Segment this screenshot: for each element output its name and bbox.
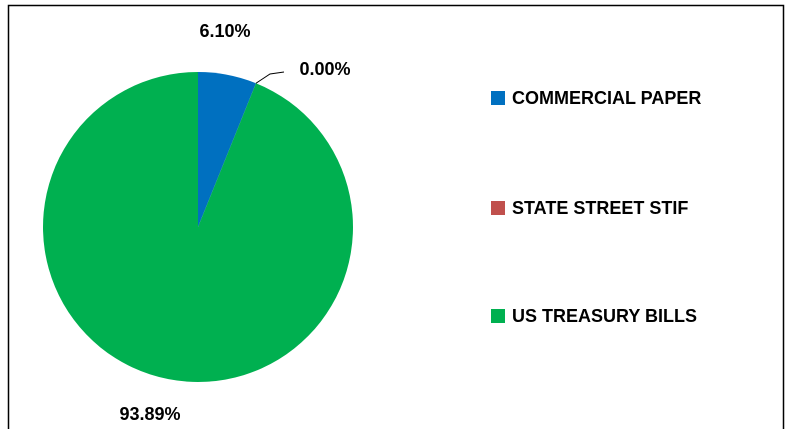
pie-slice bbox=[43, 72, 354, 382]
data-label: 6.10% bbox=[199, 21, 250, 41]
data-label: 93.89% bbox=[119, 404, 180, 424]
data-label: 0.00% bbox=[299, 59, 350, 79]
legend-swatch bbox=[491, 309, 505, 323]
legend-swatch bbox=[491, 91, 505, 105]
legend-label: COMMERCIAL PAPER bbox=[512, 88, 701, 108]
legend-label: US TREASURY BILLS bbox=[512, 306, 697, 326]
legend-label: STATE STREET STIF bbox=[512, 198, 688, 218]
leader-line bbox=[255, 71, 285, 84]
pie-slice bbox=[198, 72, 256, 227]
legend-swatch bbox=[491, 201, 505, 215]
